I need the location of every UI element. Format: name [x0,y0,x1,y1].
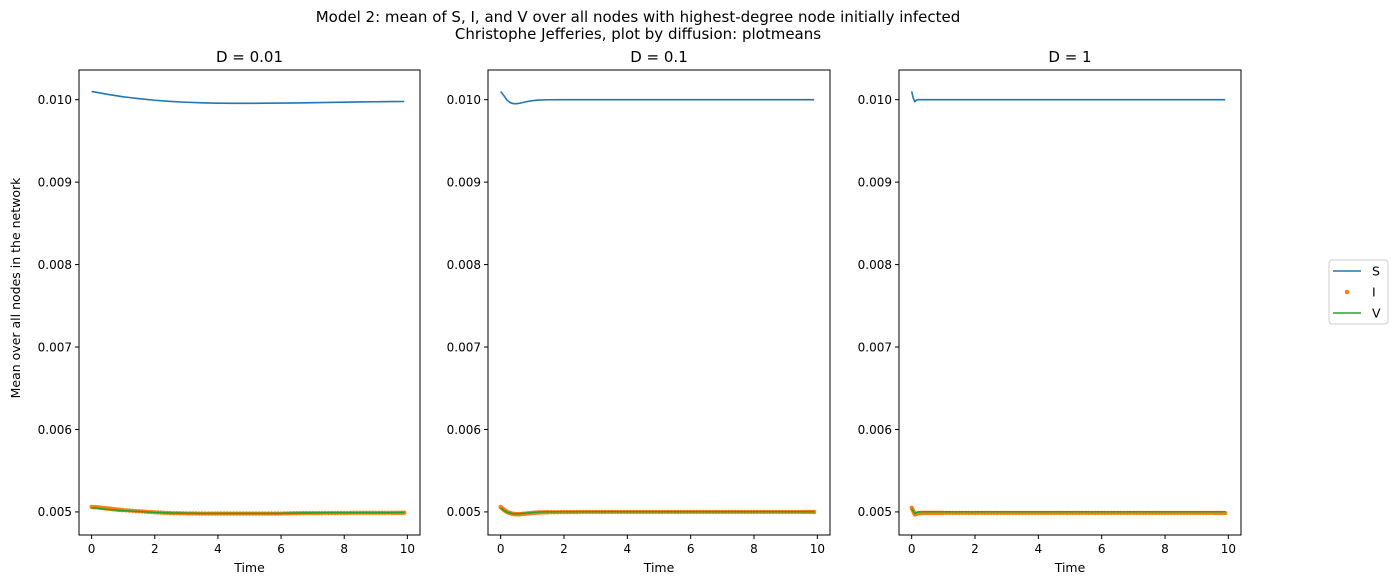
x-tick-label: 10 [1221,542,1236,556]
x-tick-label: 2 [971,542,979,556]
y-tick-label: 0.010 [38,93,72,107]
x-tick-label: 2 [151,542,159,556]
y-tick-label: 0.008 [858,258,892,272]
subplot-2: 0 2 4 6 8 10 0.005 0.006 0.007 0.008 0.009 0.010 D =… [447,48,831,575]
series-v-line [91,506,405,515]
legend: S I V [1328,259,1389,325]
x-tick-label: 4 [214,542,222,556]
axes-frame [898,69,1242,536]
subplot-title: D = 0.01 [216,48,283,66]
x-tick-label: 2 [560,542,568,556]
x-axis-label: Time [233,560,265,575]
x-tick-label: 4 [1035,542,1043,556]
y-tick-label: 0.006 [858,423,892,437]
legend-swatch-i [1344,289,1350,295]
axes-frame [78,69,421,536]
y-tick-label: 0.009 [447,175,481,189]
series-i-points [498,504,817,517]
legend-label-i: I [1372,285,1376,300]
series-s-line [910,91,1226,103]
series-v-line [500,507,815,515]
x-tick-label: 8 [750,542,758,556]
y-tick-label: 0.005 [38,505,72,519]
subplot-title: D = 0.1 [630,48,688,66]
series-v-line [910,508,1226,515]
x-tick-label: 6 [1098,542,1106,556]
subplot-3: 0 2 4 6 8 10 0.005 0.006 0.007 0.008 0.009 0.010 D =… [858,48,1242,575]
y-tick-label: 0.007 [38,340,72,354]
figure-title-line2: Christophe Jefferies, plot by diffusion:… [455,25,821,43]
y-tick-label: 0.005 [447,505,481,519]
x-axis-label: Time [643,560,675,575]
x-tick-label: 8 [340,542,348,556]
x-tick-label: 10 [810,542,825,556]
subplot-title: D = 1 [1048,48,1091,66]
legend-label-s: S [1372,264,1380,279]
y-tick-label: 0.009 [858,175,892,189]
x-axis-label: Time [1054,560,1086,575]
x-tick-label: 0 [497,542,505,556]
legend-label-v: V [1372,306,1381,321]
y-tick-label: 0.009 [38,175,72,189]
y-tick-label: 0.010 [858,93,892,107]
figure-title-line1: Model 2: mean of S, I, and V over all no… [316,8,961,26]
x-tick-label: 0 [88,542,96,556]
series-s-line [500,90,815,105]
x-tick-label: 8 [1161,542,1169,556]
subplots: 0 2 4 6 8 10 0.005 0.006 0.007 0.008 0.009 0.010 D =… [38,48,1242,575]
x-tick-label: 4 [624,542,632,556]
y-axis-label: Mean over all nodes in the network [8,177,23,399]
x-tick-label: 6 [277,542,285,556]
y-tick-label: 0.008 [38,258,72,272]
y-tick-label: 0.007 [858,340,892,354]
y-tick-label: 0.006 [447,423,481,437]
legend-frame [1328,259,1389,325]
y-tick-label: 0.006 [38,423,72,437]
axes-frame [487,69,831,536]
x-tick-label: 10 [400,542,415,556]
x-tick-label: 6 [687,542,695,556]
y-tick-label: 0.005 [858,505,892,519]
y-tick-label: 0.007 [447,340,481,354]
subplot-1: 0 2 4 6 8 10 0.005 0.006 0.007 0.008 0.009 0.010 D =… [38,48,421,575]
y-tick-label: 0.010 [447,93,481,107]
x-tick-label: 0 [908,542,916,556]
series-s-line [91,90,405,105]
y-tick-label: 0.008 [447,258,481,272]
